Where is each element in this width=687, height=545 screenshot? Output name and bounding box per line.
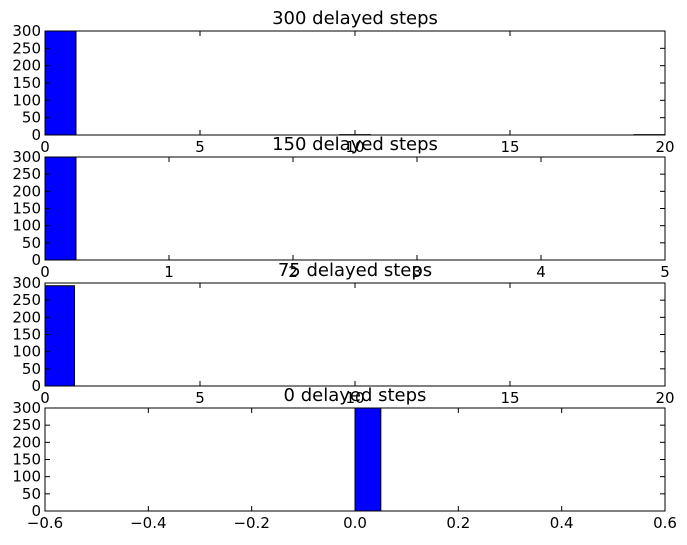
y-tick-label: 200: [12, 433, 41, 451]
x-tick-label: 5: [660, 263, 670, 281]
y-tick-label: 0: [31, 377, 41, 395]
y-tick-label: 150: [12, 451, 41, 469]
axes-frame: [44, 282, 666, 387]
x-tick-label: −0.2: [233, 514, 269, 532]
y-tick-label: 250: [12, 416, 41, 434]
y-tick-label: 250: [12, 165, 41, 183]
x-tick-label: 20: [655, 138, 674, 156]
axes-frame: [44, 156, 666, 261]
y-tick-label: 300: [12, 399, 41, 417]
x-tick-label: 4: [536, 263, 546, 281]
y-tick-label: 300: [12, 148, 41, 166]
x-tick-label: 2: [288, 263, 298, 281]
histogram-bar-4-1: [354, 407, 382, 512]
histogram-bar-3-1: [44, 285, 75, 387]
x-tick-label: 10: [345, 389, 364, 407]
y-tick-label: 150: [12, 326, 41, 344]
x-tick-label: −0.4: [130, 514, 166, 532]
y-tick-label: 50: [22, 109, 41, 127]
y-tick-label: 150: [12, 74, 41, 92]
subplot-4: −0.6 −0.4 −0.2 0.0 0.2 0.4 0.60501001502002503…: [12, 385, 677, 532]
x-tick-label: 0.6: [653, 514, 677, 532]
y-tick-label: 200: [12, 57, 41, 75]
histogram-bar-2-1: [44, 156, 77, 261]
x-tick-label: 0: [40, 138, 50, 156]
y-tick-label: 300: [12, 274, 41, 292]
subplot-title: 300 delayed steps: [272, 8, 438, 29]
y-tick-label: 250: [12, 291, 41, 309]
x-tick-label: 0: [40, 389, 50, 407]
x-tick-label: 0.4: [550, 514, 574, 532]
x-tick-label: 0: [40, 263, 50, 281]
y-tick-label: 200: [12, 182, 41, 200]
x-tick-label: 0.0: [343, 514, 367, 532]
axes-frame: [44, 30, 666, 136]
x-tick-label: 5: [195, 138, 205, 156]
y-tick-label: 200: [12, 308, 41, 326]
y-tick-label: 50: [22, 234, 41, 252]
y-tick-label: 100: [12, 468, 41, 486]
x-tick-label: 10: [345, 138, 364, 156]
y-tick-label: 100: [12, 343, 41, 361]
x-tick-label: 20: [655, 389, 674, 407]
x-tick-label: −0.6: [27, 514, 63, 532]
y-tick-label: 0: [31, 251, 41, 269]
x-tick-label: 15: [500, 389, 519, 407]
subplot-title: 0 delayed steps: [284, 385, 427, 406]
x-tick-label: 0.2: [446, 514, 470, 532]
x-tick-label: 1: [164, 263, 174, 281]
subplot-title: 150 delayed steps: [272, 134, 438, 155]
x-tick-label: 15: [500, 138, 519, 156]
subplot-title: 75 delayed steps: [278, 260, 432, 281]
y-tick-label: 0: [31, 502, 41, 520]
histogram-bar-1-1: [44, 30, 77, 136]
y-tick-label: 150: [12, 200, 41, 218]
y-tick-label: 300: [12, 22, 41, 40]
y-tick-label: 50: [22, 485, 41, 503]
y-tick-label: 50: [22, 360, 41, 378]
y-tick-label: 0: [31, 126, 41, 144]
x-tick-label: 3: [412, 263, 422, 281]
y-tick-label: 100: [12, 91, 41, 109]
x-tick-label: 5: [195, 389, 205, 407]
y-tick-label: 100: [12, 217, 41, 235]
y-tick-label: 250: [12, 39, 41, 57]
